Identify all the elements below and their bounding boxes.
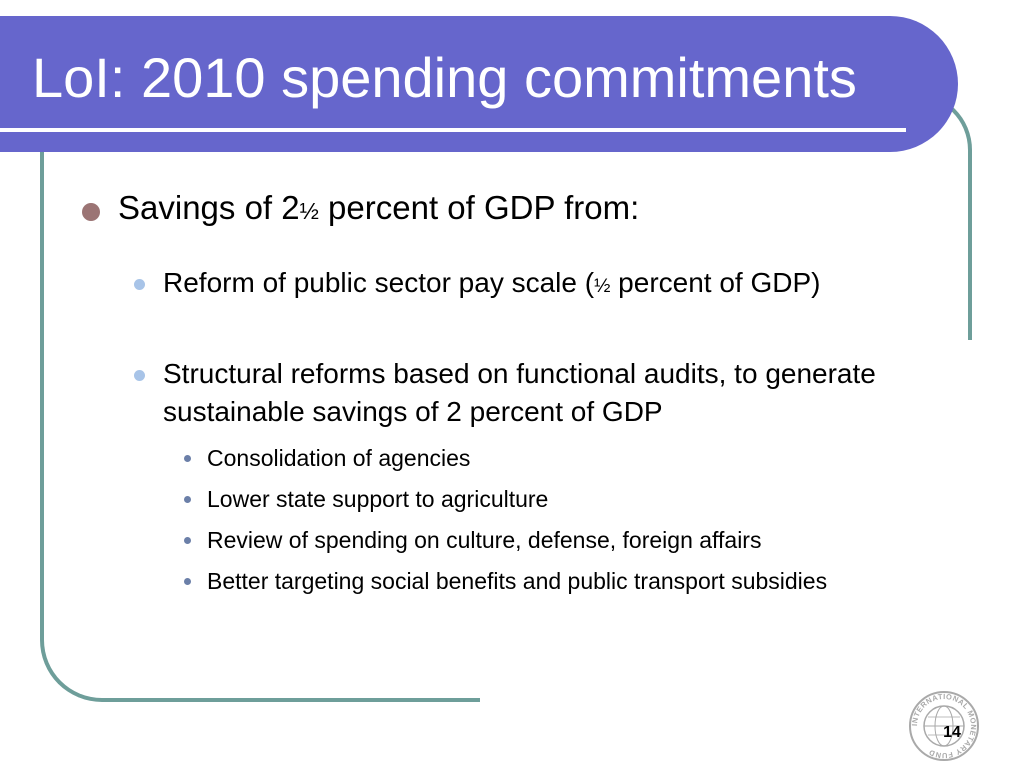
bullet-subsub3: Review of spending on culture, defense, … <box>207 527 762 553</box>
bullet-subsub3-marker <box>184 537 191 544</box>
bullet-subsub2: Lower state support to agriculture <box>207 486 549 512</box>
bullet-sub1: Reform of public sector pay scale (½ per… <box>163 264 923 305</box>
bullet-main: Savings of 2½ percent of GDP from: <box>118 188 639 231</box>
frame-left <box>40 150 480 702</box>
bullet-sub2-marker <box>134 370 145 381</box>
bullet-sub2: Structural reforms based on functional a… <box>163 358 876 427</box>
bullet-subsub4: Better targeting social benefits and pub… <box>207 568 828 594</box>
slide-title: LoI: 2010 spending commitments <box>32 46 857 109</box>
page-number: 14 <box>943 724 961 741</box>
imf-seal-icon: INTERNATIONAL MONETARY FUND <box>908 690 980 762</box>
bullet-sub1-text-b: percent of GDP) <box>610 267 821 298</box>
bullet-sub1-fraction: ½ <box>594 275 611 297</box>
bullet-main-text-b: percent of GDP from: <box>318 189 640 226</box>
bullet-main-fraction: ½ <box>299 198 319 224</box>
bullet-subsub4-marker <box>184 578 191 585</box>
bullet-subsub1: Consolidation of agencies <box>207 445 471 471</box>
bullet-sub1-marker <box>134 279 145 290</box>
bullet-main-text-a: Savings of 2 <box>118 189 300 226</box>
title-underline <box>0 128 906 132</box>
bullet-subsub1-marker <box>184 455 191 462</box>
bullet-sub1-text-a: Reform of public sector pay scale ( <box>163 267 595 298</box>
bullet-main-marker <box>82 203 100 221</box>
bullet-subsub2-marker <box>184 496 191 503</box>
